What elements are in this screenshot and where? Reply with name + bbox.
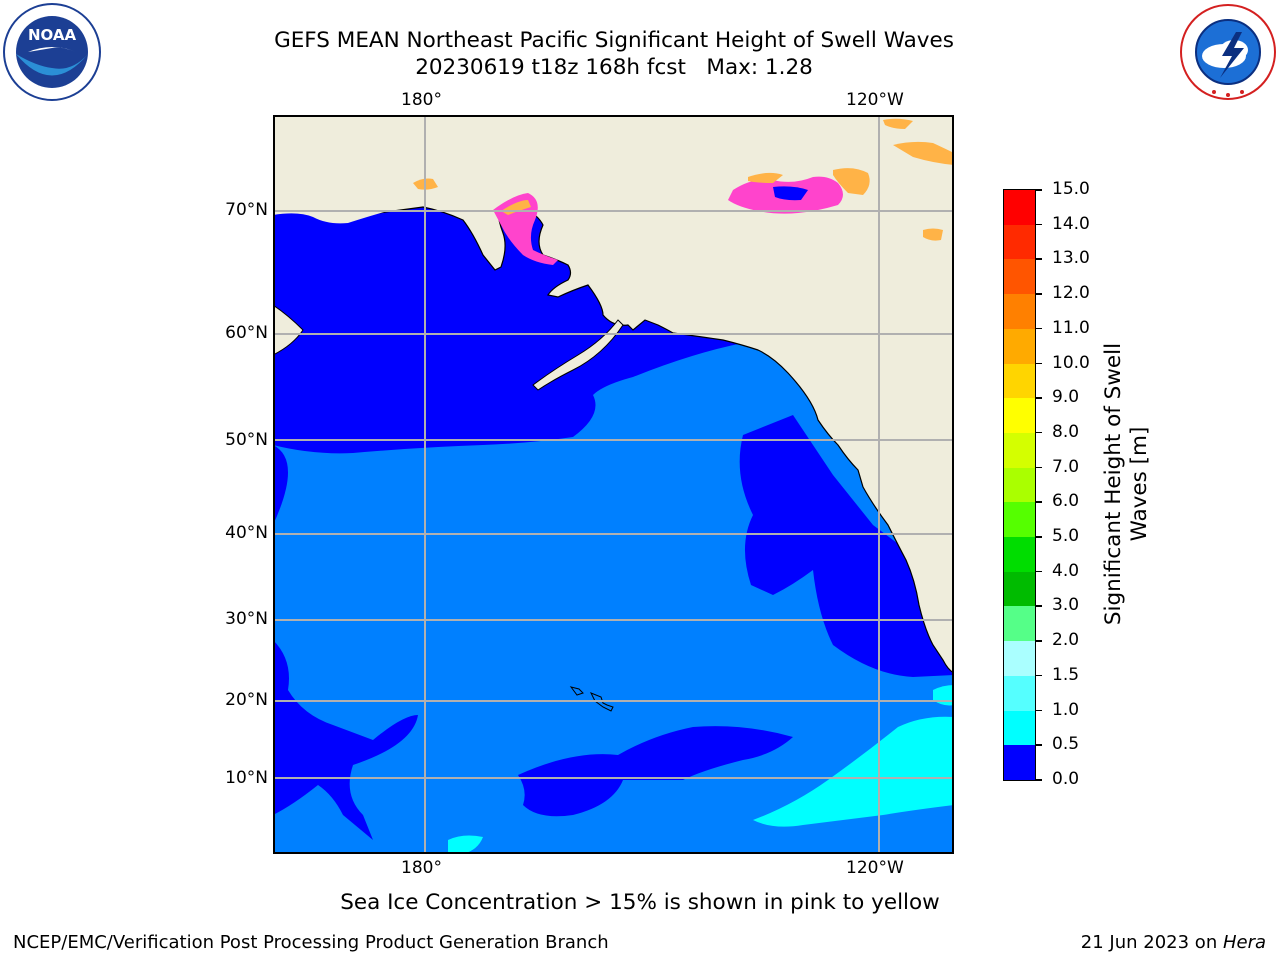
colorbar-tick-label: 7.0 — [1052, 456, 1080, 477]
land-alaska-peninsula — [532, 319, 624, 391]
sea-ice-beaufort-open — [773, 186, 808, 201]
colorbar-swatch — [1004, 502, 1035, 538]
colorbar-swatch — [1004, 710, 1035, 746]
colorbar-tick-mark — [1036, 189, 1042, 191]
colorbar-swatch — [1004, 363, 1035, 399]
colorbar-tick-label: 11.0 — [1052, 317, 1090, 338]
colorbar-tick-labels: 15.0 14.0 13.0 12.0 11.0 10.0 9.0 8.0 7.0 6.0 5.0 4… — [1036, 0, 1100, 960]
colorbar-swatch — [1004, 606, 1035, 642]
lat-tick-30n: 30°N — [225, 609, 268, 629]
colorbar-tick-label: 4.0 — [1052, 560, 1080, 581]
colorbar-tick-label: 6.0 — [1052, 491, 1080, 512]
colorbar-tick-mark — [1036, 501, 1042, 503]
colorbar-tick-mark — [1036, 327, 1042, 330]
colorbar-tick-mark — [1036, 674, 1042, 677]
colorbar-swatch — [1004, 190, 1035, 226]
colorbar-swatch — [1004, 571, 1035, 607]
colorbar-swatch — [1004, 675, 1035, 712]
land-kamchatka — [273, 304, 304, 356]
sea-ice-beaufort-edge — [748, 172, 783, 183]
sea-ice-caption: Sea Ice Concentration > 15% is shown in … — [340, 890, 940, 915]
plot-title-line2: 20230619 t18z 168h fcst Max: 1.28 — [415, 55, 813, 80]
ocean-swell-10-15-southeast — [753, 716, 954, 827]
colorbar-tick-label: 15.0 — [1052, 179, 1090, 199]
ocean-swell-00-05-south — [518, 726, 793, 817]
sea-ice-hudson — [923, 228, 943, 241]
lat-tick-70n: 70°N — [225, 200, 268, 220]
colorbar-tick-label: 10.0 — [1052, 352, 1090, 373]
sea-ice-archipelago-far-north — [883, 118, 913, 129]
colorbar-swatch — [1004, 328, 1035, 365]
ocean-swell-00-05-california — [739, 415, 954, 677]
colorbar-tick-mark — [1036, 744, 1042, 746]
colorbar-tick-mark — [1036, 362, 1042, 365]
land-hawaii-1 — [569, 686, 584, 696]
footer-date: 21 Jun 2023 on Hera — [1081, 932, 1266, 953]
colorbar-tick-label: 0.0 — [1052, 769, 1080, 789]
colorbar-tick-label: 1.5 — [1052, 664, 1080, 685]
lon-tick-top-180: 180° — [401, 90, 442, 110]
colorbar-swatch — [1004, 537, 1035, 573]
lon-tick-bottom-120w: 120°W — [846, 858, 904, 878]
colorbar-tick-label: 0.5 — [1052, 734, 1080, 755]
lat-tick-60n: 60°N — [225, 323, 268, 343]
colorbar-tick-mark — [1036, 258, 1042, 260]
colorbar-tick-label: 2.0 — [1052, 630, 1080, 651]
colorbar-title-line2: Waves [m] — [1127, 426, 1152, 542]
lat-tick-40n: 40°N — [225, 523, 268, 543]
footer-date-text: 21 Jun 2023 on — [1080, 932, 1223, 953]
colorbar-tick-label: 12.0 — [1052, 283, 1090, 304]
colorbar-tick-mark — [1036, 293, 1042, 295]
colorbar-swatch — [1004, 467, 1035, 503]
colorbar-swatch — [1004, 294, 1035, 330]
map-frame — [273, 115, 954, 854]
sea-ice-archipelago — [833, 168, 870, 195]
colorbar-tick-label: 5.0 — [1052, 526, 1080, 547]
footer-host: Hera — [1222, 932, 1266, 953]
colorbar-tick-mark — [1036, 397, 1042, 399]
colorbar-tick-mark — [1036, 779, 1042, 781]
land-siberia — [273, 115, 423, 224]
swell-height-map — [273, 115, 954, 854]
colorbar-swatch — [1004, 259, 1035, 295]
map-graticule — [273, 115, 954, 854]
colorbar-tick-label: 9.0 — [1052, 387, 1080, 408]
colorbar-tick-mark — [1036, 605, 1042, 607]
plot-title-line1: GEFS MEAN Northeast Pacific Significant … — [274, 28, 954, 53]
lon-tick-top-120w: 120°W — [846, 90, 904, 110]
colorbar-tick-label: 8.0 — [1052, 421, 1080, 442]
ocean-swell-10-15-south-patch — [448, 835, 483, 854]
nws-logo — [1178, 2, 1278, 102]
noaa-logo: NOAA — [2, 2, 102, 102]
lon-tick-bottom-180: 180° — [401, 858, 442, 878]
colorbar-swatch — [1004, 745, 1035, 780]
land-north-america — [273, 115, 954, 674]
colorbar-tick-mark — [1036, 223, 1042, 226]
colorbar — [1003, 189, 1036, 781]
sea-ice-archipelago-north — [893, 141, 954, 165]
noaa-logo-text: NOAA — [28, 26, 77, 44]
lat-tick-50n: 50°N — [225, 430, 268, 450]
colorbar-title-line1: Significant Height of Swell — [1101, 342, 1126, 626]
colorbar-tick-mark — [1036, 536, 1042, 538]
colorbar-tick-mark — [1036, 431, 1042, 434]
lat-tick-20n: 20°N — [225, 690, 268, 710]
colorbar-swatch — [1004, 641, 1035, 677]
colorbar-tick-label: 14.0 — [1052, 213, 1090, 234]
colorbar-tick-mark — [1036, 640, 1042, 642]
colorbar-swatch — [1004, 224, 1035, 260]
colorbar-tick-label: 13.0 — [1052, 248, 1090, 269]
lat-tick-10n: 10°N — [225, 768, 268, 788]
colorbar-tick-mark — [1036, 709, 1042, 712]
colorbar-tick-label: 1.0 — [1052, 699, 1080, 720]
ocean-swell-00-05-southwest — [273, 640, 418, 840]
colorbar-tick-label: 3.0 — [1052, 595, 1080, 616]
colorbar-swatch — [1004, 432, 1035, 469]
footer-source: NCEP/EMC/Verification Post Processing Pr… — [13, 932, 609, 953]
colorbar-swatch — [1004, 398, 1035, 434]
colorbar-tick-mark — [1036, 466, 1042, 469]
colorbar-tick-mark — [1036, 570, 1042, 573]
ocean-swell-00-05-west-band — [273, 445, 288, 525]
